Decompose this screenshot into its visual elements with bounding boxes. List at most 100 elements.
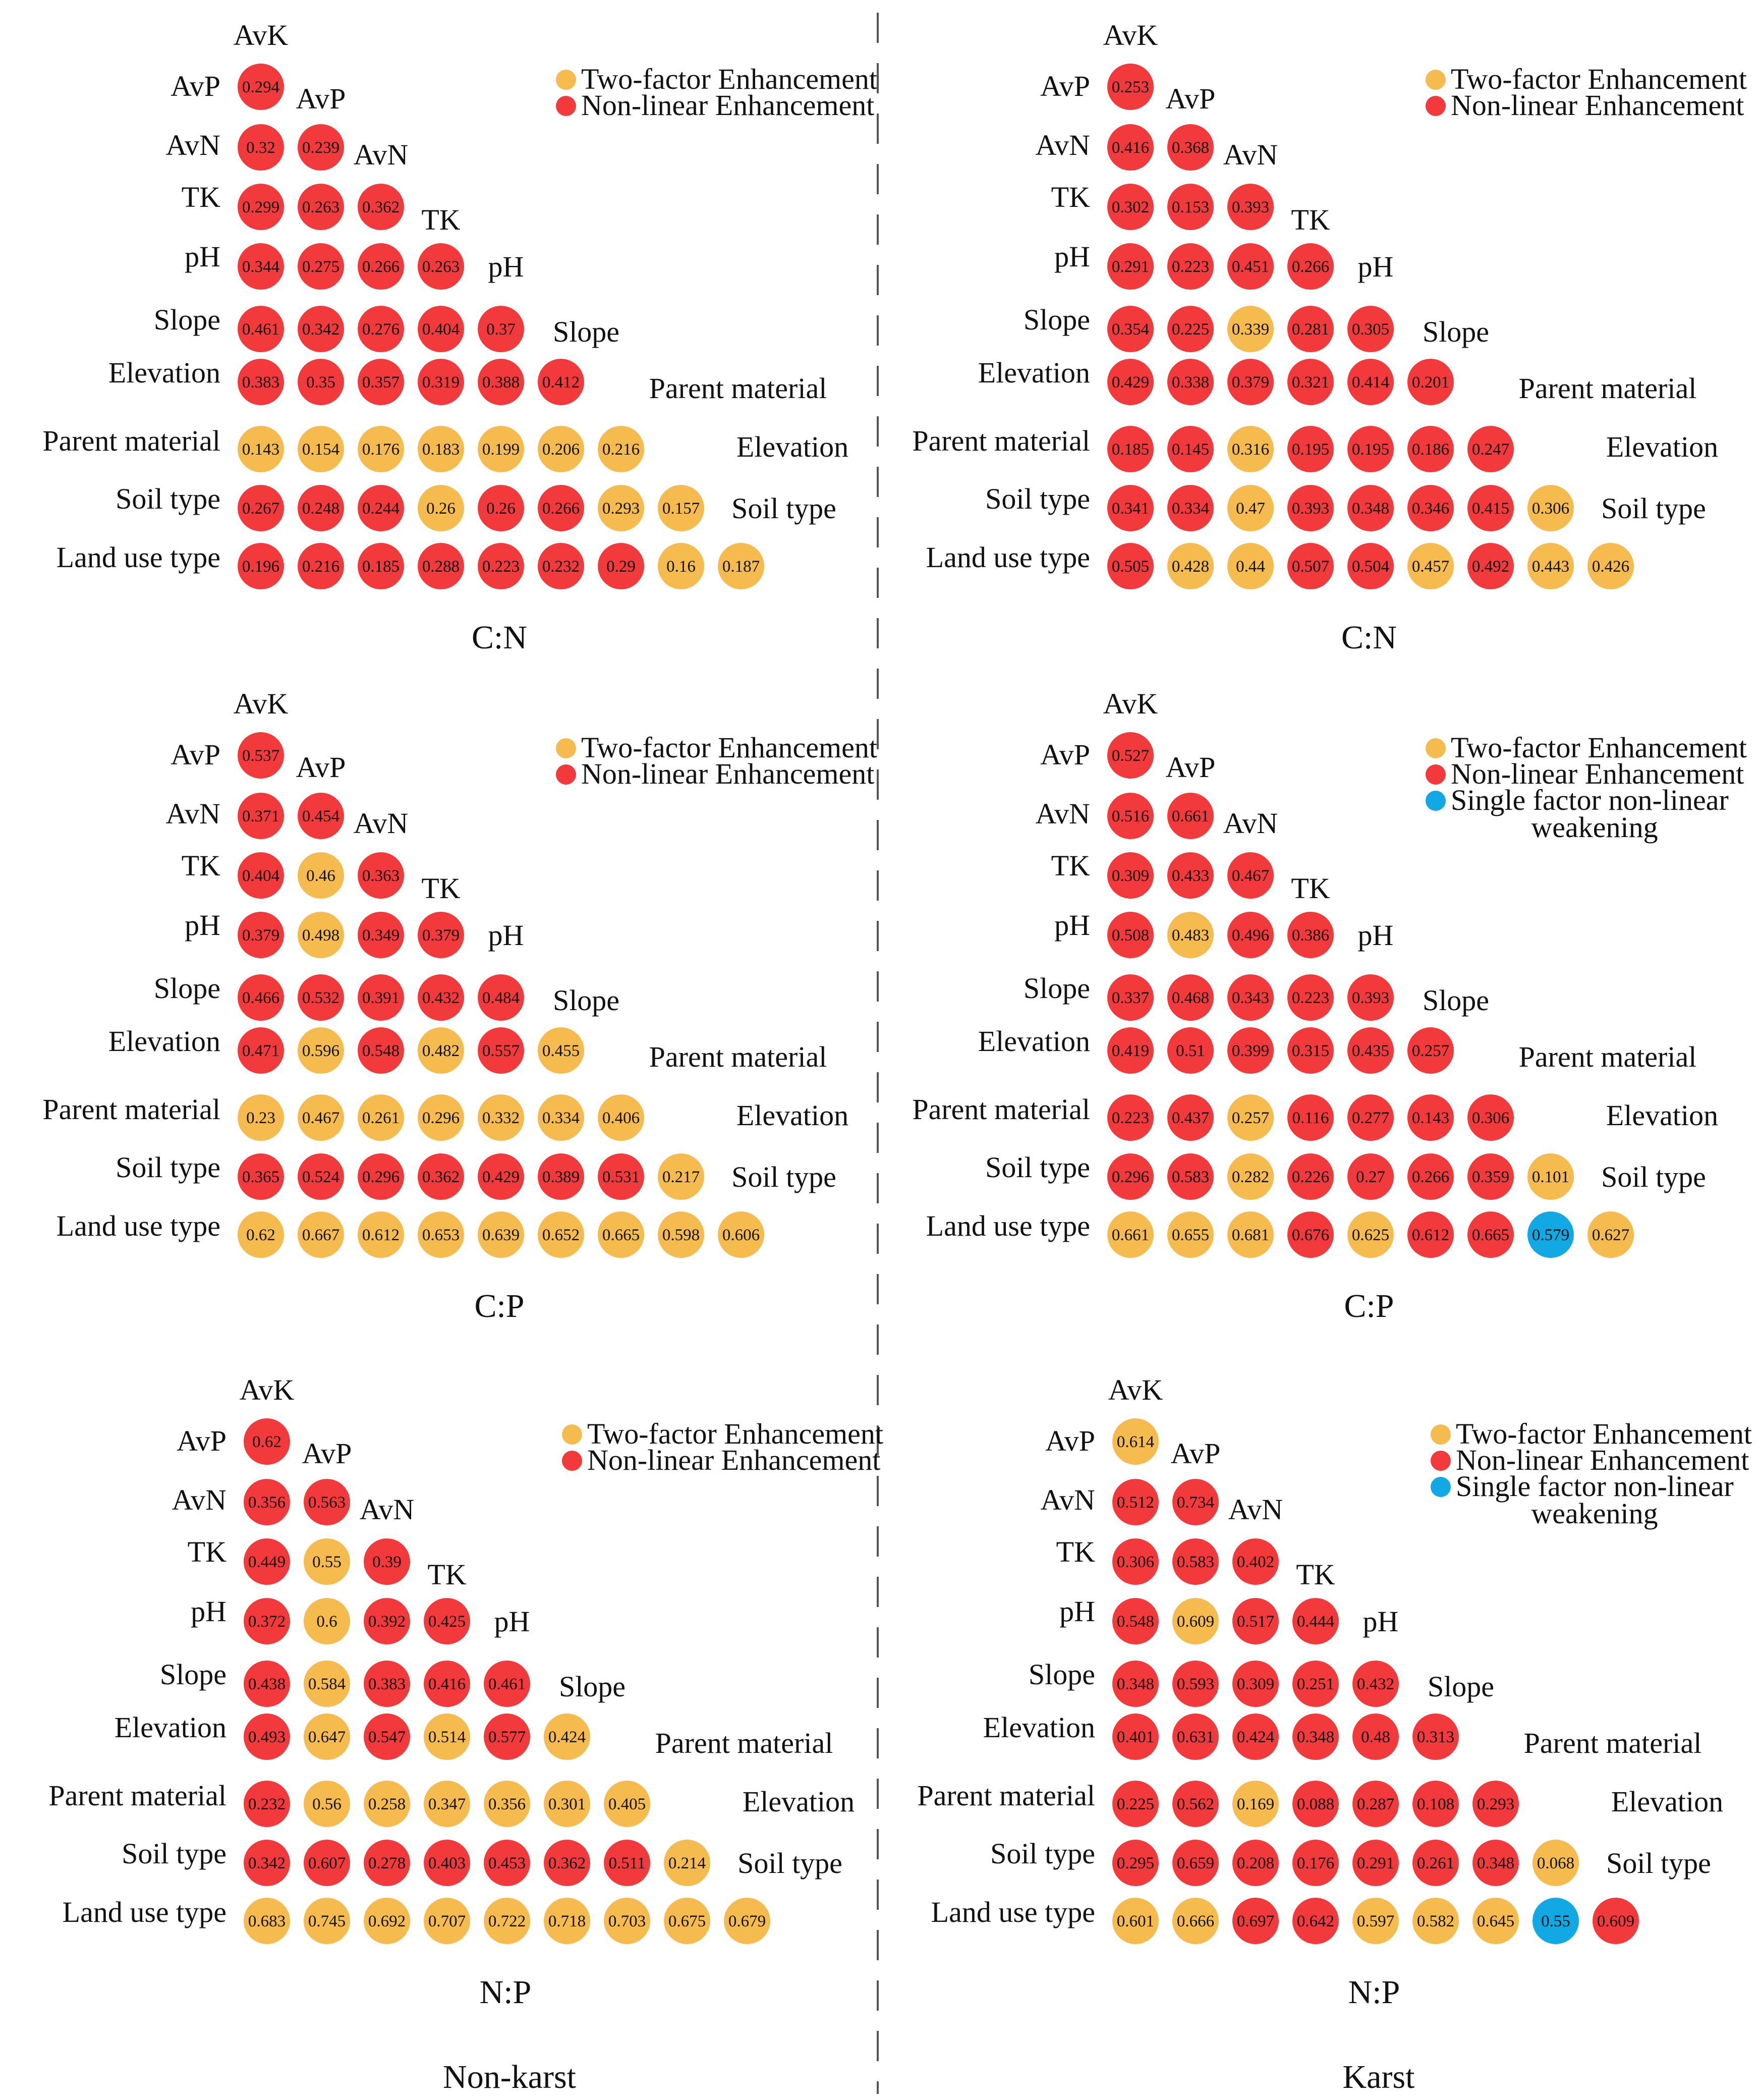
interaction-bubble [1407, 426, 1454, 472]
interaction-value-label: 0.512 [1117, 1494, 1154, 1512]
row-label: Elevation [108, 356, 220, 389]
interaction-bubble [1107, 543, 1154, 589]
interaction-value-label: 0.354 [1112, 320, 1149, 339]
interaction-value-label: 0.403 [428, 1854, 466, 1872]
interaction-bubble [598, 485, 644, 531]
interaction-bubble [1107, 1211, 1154, 1258]
interaction-value-label: 0.466 [242, 989, 279, 1007]
row-label: Soil type [116, 1151, 220, 1184]
interaction-value-label: 0.319 [422, 373, 460, 392]
interaction-bubble [1227, 426, 1274, 472]
interaction-value-label: 0.348 [1117, 1675, 1154, 1693]
column-label: Soil type [731, 1160, 836, 1193]
column-label: Parent material [1519, 1040, 1697, 1073]
interaction-bubble [598, 1094, 644, 1141]
interaction-value-label: 0.346 [1412, 500, 1449, 518]
interaction-bubble [484, 1661, 530, 1707]
interaction-value-label: 0.412 [542, 373, 580, 392]
interaction-value-label: 0.666 [1177, 1912, 1214, 1930]
interaction-bubble [1112, 1598, 1159, 1644]
interaction-bubble [1532, 1898, 1579, 1944]
interaction-bubble [1347, 306, 1394, 352]
interaction-value-label: 0.424 [1237, 1728, 1274, 1746]
interaction-value-label: 0.645 [1477, 1912, 1514, 1930]
interaction-value-label: 0.247 [1472, 440, 1509, 459]
legend-weakening-marker [1426, 791, 1446, 811]
interaction-bubble [1407, 1211, 1454, 1258]
interaction-bubble [1472, 1898, 1519, 1944]
interaction-bubble [1527, 1153, 1574, 1200]
interaction-bubble [358, 912, 404, 958]
interaction-bubble [1227, 1094, 1274, 1141]
interaction-value-label: 0.39 [372, 1553, 402, 1571]
interaction-bubble [598, 1211, 644, 1258]
interaction-bubble [298, 124, 344, 171]
interaction-bubble [1287, 426, 1334, 472]
interaction-value-label: 0.383 [242, 373, 279, 392]
interaction-bubble [664, 1840, 710, 1886]
interaction-bubble [1227, 306, 1274, 352]
interaction-value-label: 0.248 [302, 500, 339, 518]
interaction-bubble [1407, 359, 1454, 405]
interaction-value-label: 0.62 [246, 1226, 275, 1244]
row-label: Elevation [978, 1025, 1090, 1058]
interaction-bubble [1347, 1153, 1394, 1200]
interaction-value-label: 0.532 [302, 989, 339, 1007]
interaction-value-label: 0.143 [1412, 1109, 1449, 1127]
interaction-value-label: 0.455 [542, 1042, 580, 1060]
interaction-bubble [478, 359, 524, 405]
interaction-bubble [418, 485, 464, 531]
interaction-value-label: 0.383 [368, 1675, 406, 1693]
interaction-value-label: 0.356 [488, 1795, 526, 1813]
interaction-bubble [244, 1418, 290, 1465]
row-label: AvN [1036, 797, 1090, 830]
interaction-bubble [604, 1898, 650, 1944]
interaction-bubble [1593, 1898, 1639, 1944]
interaction-bubble [244, 1479, 290, 1525]
interaction-bubble [244, 1538, 290, 1585]
column-label: TK [1291, 203, 1330, 236]
interaction-bubble [1347, 485, 1394, 531]
interaction-bubble [244, 1840, 290, 1886]
interaction-bubble [1167, 359, 1214, 405]
interaction-value-label: 0.157 [662, 500, 700, 518]
interaction-value-label: 0.433 [1172, 867, 1209, 885]
interaction-value-label: 0.201 [1412, 373, 1449, 392]
interaction-value-label: 0.493 [248, 1728, 286, 1746]
interaction-bubble [358, 306, 404, 352]
interaction-value-label: 0.16 [666, 558, 696, 576]
row-label: Soil type [122, 1837, 226, 1870]
interaction-bubble [1227, 1153, 1274, 1200]
panel-caption: N:P [1348, 1974, 1400, 2011]
interaction-bubble [1112, 1898, 1159, 1944]
interaction-bubble [418, 543, 464, 589]
interaction-value-label: 0.667 [302, 1226, 339, 1244]
interaction-bubble [364, 1898, 410, 1944]
interaction-bubble [1347, 1094, 1394, 1141]
interaction-bubble [238, 64, 284, 110]
legend-two-factor-marker [1426, 70, 1446, 90]
interaction-bubble [304, 1781, 350, 1827]
interaction-bubble [1107, 1153, 1154, 1200]
interaction-value-label: 0.258 [368, 1795, 406, 1813]
interaction-bubble [238, 306, 284, 352]
interaction-value-label: 0.601 [1117, 1912, 1154, 1930]
interaction-value-label: 0.143 [242, 440, 279, 459]
interaction-value-label: 0.23 [246, 1109, 275, 1127]
interaction-value-label: 0.548 [362, 1042, 400, 1060]
legend-nonlinear-label: Non-linear Enhancement [587, 1444, 880, 1476]
interaction-bubble [478, 1211, 524, 1258]
interaction-value-label: 0.679 [728, 1912, 766, 1930]
interaction-value-label: 0.609 [1177, 1613, 1214, 1631]
column-label: TK [421, 872, 460, 905]
interaction-value-label: 0.393 [1352, 989, 1389, 1007]
interaction-value-label: 0.257 [1412, 1042, 1449, 1060]
interaction-value-label: 0.428 [1172, 558, 1209, 576]
interaction-bubble [238, 543, 284, 589]
column-label: pH [494, 1605, 530, 1638]
column-label: Elevation [743, 1785, 855, 1818]
interaction-bubble [1112, 1661, 1159, 1707]
interaction-value-label: 0.675 [668, 1912, 706, 1930]
interaction-value-label: 0.32 [246, 139, 275, 157]
interaction-bubble [1347, 1027, 1394, 1074]
